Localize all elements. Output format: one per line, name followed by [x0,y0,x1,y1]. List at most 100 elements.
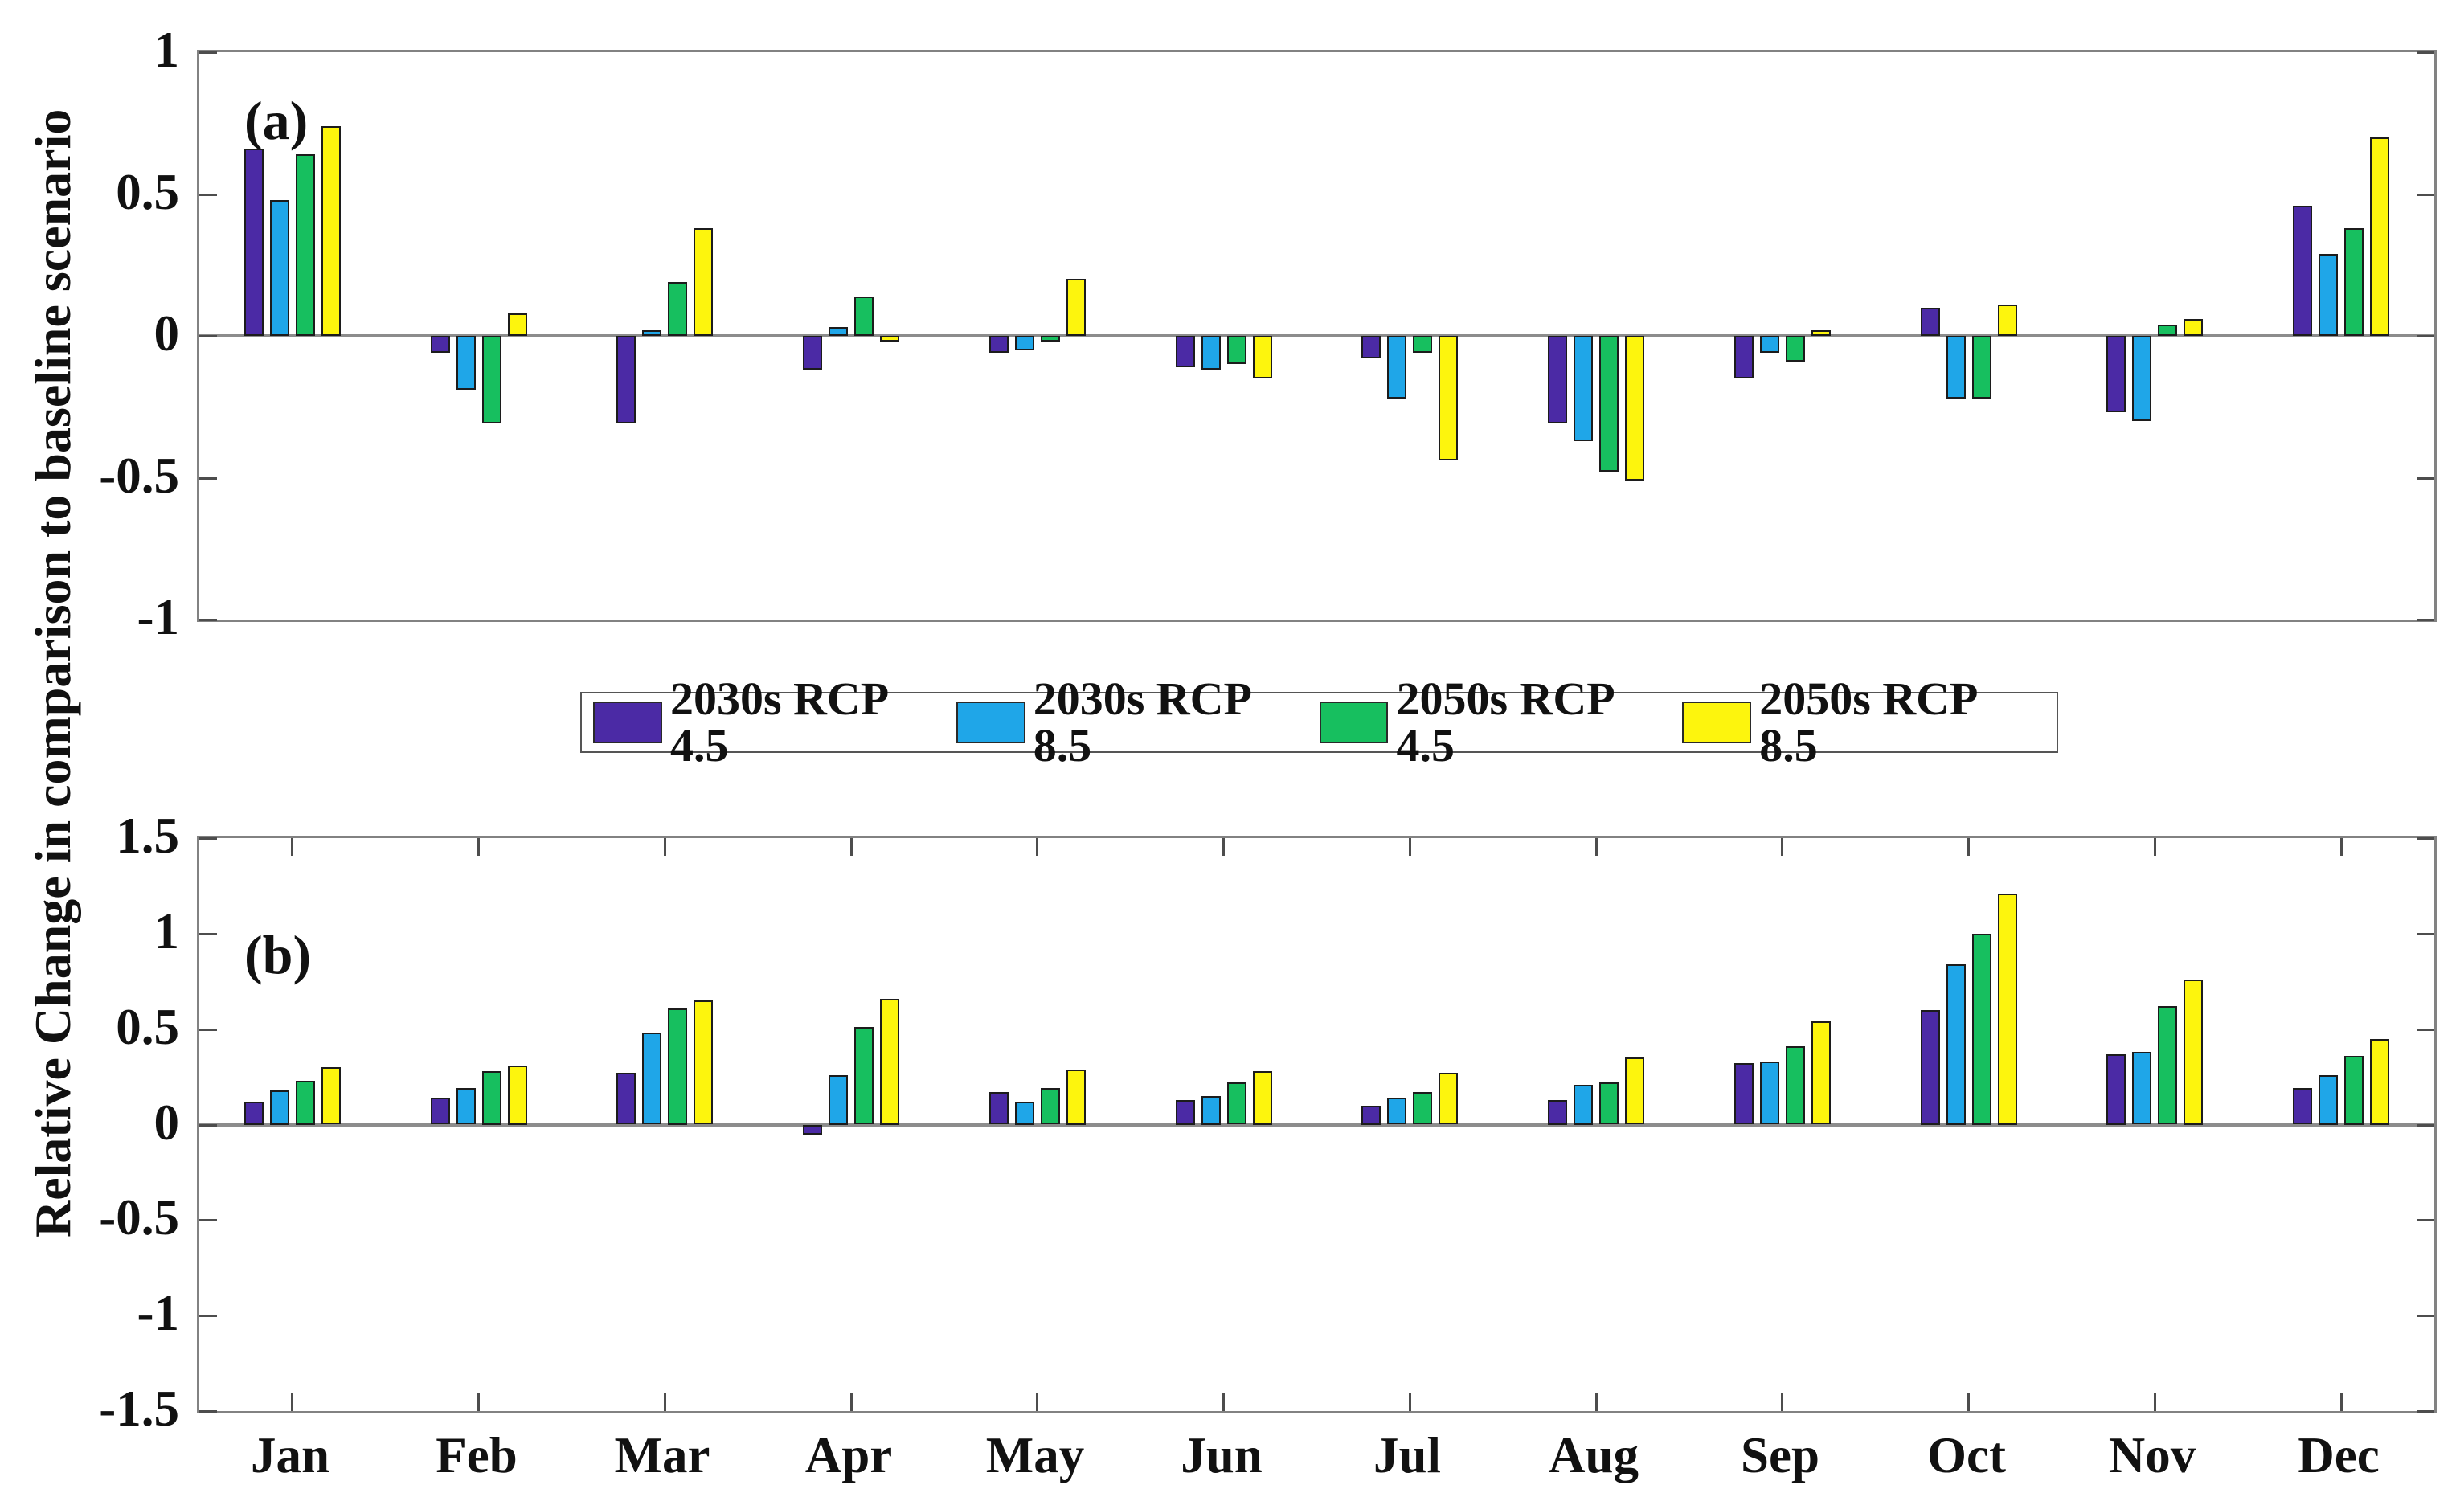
x-tick-mark [850,1393,853,1411]
bar-b-dec-series1 [2293,1088,2312,1124]
y-tick-mark [199,837,217,840]
legend-swatch-2050s-rcp85-icon [1682,702,1752,743]
y-tick-mark [2417,335,2434,337]
bar-a-feb-series4 [508,313,527,336]
bar-b-oct-series4 [1998,894,2017,1125]
bar-b-oct-series1 [1921,1010,1940,1125]
bar-b-jul-series2 [1387,1098,1406,1124]
x-tick-label-month: Sep [1740,1427,1820,1483]
y-tick-mark [2417,1029,2434,1031]
x-tick-label-month: Nov [2108,1427,2196,1483]
y-tick-mark [2417,1315,2434,1317]
legend-swatch-2050s-rcp45-icon [1319,702,1389,743]
y-tick-mark [2417,477,2434,480]
bar-b-sep-series1 [1734,1063,1754,1124]
bar-b-sep-series2 [1760,1062,1779,1124]
bar-a-may-series2 [1015,336,1034,350]
x-tick-mark [291,838,293,856]
bar-a-mar-series1 [616,336,636,423]
y-tick-label: -1 [137,589,179,645]
y-tick-mark [199,335,217,337]
y-tick-label: 1 [153,22,180,78]
y-tick-label: 0 [153,1094,180,1151]
y-tick-mark [199,1315,217,1317]
bar-a-may-series4 [1066,279,1086,336]
x-tick-label-month: Mar [614,1427,710,1483]
bar-b-may-series4 [1066,1070,1086,1125]
bar-a-nov-series2 [2132,336,2151,421]
x-tick-label-month: Oct [1927,1427,2006,1483]
bar-a-jan-series1 [244,149,264,336]
bar-a-feb-series1 [431,336,450,353]
y-tick-label: 0.5 [116,999,179,1055]
bar-b-jan-series1 [244,1102,264,1125]
bar-b-jan-series3 [296,1081,315,1125]
bar-a-jul-series3 [1413,336,1432,353]
bar-b-feb-series1 [431,1098,450,1124]
y-tick-mark [2417,1219,2434,1221]
bar-a-oct-series2 [1946,336,1966,399]
bar-b-sep-series4 [1811,1021,1831,1124]
bar-a-sep-series1 [1734,336,1754,378]
bar-a-sep-series2 [1760,336,1779,353]
bar-a-apr-series1 [803,336,822,370]
zero-line [199,334,2434,337]
x-tick-mark [664,838,666,856]
y-tick-mark [199,1029,217,1031]
bar-b-apr-series4 [880,999,899,1125]
y-tick-mark [199,1219,217,1221]
bar-b-jul-series3 [1413,1092,1432,1124]
y-tick-mark [2417,933,2434,935]
y-tick-mark [2417,619,2434,621]
x-tick-mark [1967,1393,1970,1411]
x-tick-mark [477,1393,480,1411]
y-tick-label: -1.5 [99,1381,179,1437]
y-tick-label: -0.5 [99,448,179,504]
x-tick-mark [1036,838,1038,856]
x-tick-mark [2340,1393,2343,1411]
bar-a-jan-series4 [321,126,341,336]
y-tick-label: -1 [137,1285,179,1341]
bar-a-apr-series4 [880,336,899,342]
x-tick-mark [664,1393,666,1411]
bar-b-oct-series3 [1972,934,1991,1125]
bar-a-jul-series1 [1361,336,1381,358]
y-tick-mark [199,194,217,196]
bar-b-dec-series4 [2370,1039,2389,1125]
y-tick-mark [2417,194,2434,196]
bar-b-may-series3 [1041,1088,1060,1124]
bar-b-nov-series4 [2184,980,2203,1125]
legend: 2030s RCP 4.5 2030s RCP 8.5 2050s RCP 4.… [580,676,2058,769]
y-tick-mark [199,1410,217,1413]
x-tick-mark [1409,1393,1411,1411]
bar-b-nov-series2 [2132,1052,2151,1124]
x-tick-label-month: May [985,1427,1085,1483]
bar-a-mar-series2 [642,330,661,336]
x-tick-mark [1222,1393,1225,1411]
panel-a-letter: (a) [244,90,309,151]
bar-a-dec-series3 [2344,228,2364,336]
bar-b-mar-series3 [668,1008,687,1125]
bar-a-oct-series3 [1972,336,1991,399]
bar-a-apr-series3 [854,297,874,336]
legend-label-2030s-rcp45: 2030s RCP 4.5 [669,673,887,771]
bar-b-jan-series2 [270,1090,289,1125]
bar-b-oct-series2 [1946,964,1966,1125]
panel-b-letter: (b) [244,924,312,985]
bar-a-aug-series1 [1548,336,1567,423]
bar-a-dec-series1 [2293,206,2312,336]
x-tick-label-month: Aug [1548,1427,1639,1483]
bar-a-aug-series2 [1574,336,1593,441]
bar-b-may-series2 [1015,1102,1034,1125]
bar-a-aug-series3 [1599,336,1619,472]
bar-b-dec-series3 [2344,1056,2364,1125]
bar-b-feb-series3 [482,1071,501,1125]
legend-swatch-2030s-rcp45-icon [593,702,662,743]
x-tick-mark [1595,838,1598,856]
x-tick-label-month: Jun [1181,1427,1263,1483]
x-tick-mark [1409,838,1411,856]
legend-label-2030s-rcp85: 2030s RCP 8.5 [1033,673,1250,771]
x-tick-mark [850,838,853,856]
bar-a-nov-series1 [2106,336,2126,412]
bar-b-apr-series1 [803,1125,822,1135]
